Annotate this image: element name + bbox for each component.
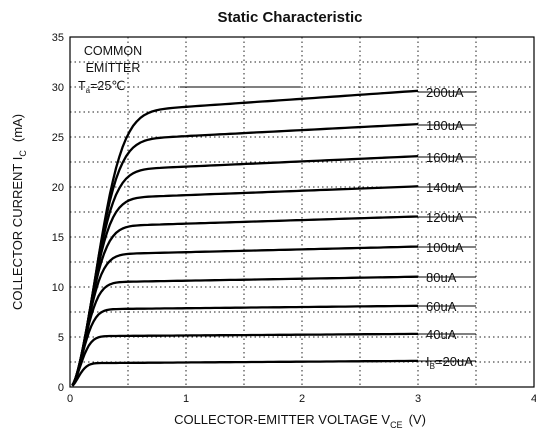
curve-label-40uA: 40uA	[426, 327, 457, 342]
x-tick-label: 1	[183, 393, 189, 405]
x-tick-label: 2	[299, 393, 305, 405]
curve-label-120uA: 120uA	[426, 210, 464, 225]
curve-label-100uA: 100uA	[426, 240, 464, 255]
x-tick-label: 0	[67, 393, 73, 405]
curve-ib-40uA	[71, 332, 418, 387]
curve-ib-80uA	[71, 275, 419, 386]
x-tick-label: 4	[531, 393, 536, 405]
curve-labels: IB=20uA 40uA 60uA 80uA 100uA 120uA 140uA 160uA 1…	[418, 85, 476, 371]
grid	[70, 37, 534, 387]
curve-ib-20uA	[71, 359, 418, 387]
y-axis-label: COLLECTOR CURRENT IC(mA)	[10, 114, 28, 310]
annotation-temperature: Ta=25℃	[78, 79, 125, 95]
curve-ib-100uA	[71, 245, 419, 386]
y-tick-label: 15	[52, 232, 64, 244]
y-tick-label: 0	[58, 382, 64, 394]
x-axis-label: COLLECTOR-EMITTER VOLTAGE VCE (V)	[174, 412, 426, 430]
curve-label-200uA: 200uA	[426, 85, 464, 100]
y-tick-label: 5	[58, 332, 64, 344]
y-tick-label: 25	[52, 132, 64, 144]
annotation-line2: EMITTER	[86, 61, 141, 75]
y-tick-label: 30	[52, 82, 64, 94]
y-tick-label: 35	[52, 32, 64, 44]
curve-ib-60uA	[71, 304, 419, 386]
curve-label-60uA: 60uA	[426, 299, 457, 314]
y-tick-label: 10	[52, 282, 64, 294]
annotation: COMMON EMITTER Ta=25℃	[78, 44, 142, 95]
curve-label-80uA: 80uA	[426, 270, 457, 285]
chart-title: Static Characteristic	[217, 9, 362, 26]
curve-label-160uA: 160uA	[426, 150, 464, 165]
curve-label-20uA: IB=20uA	[426, 354, 473, 371]
x-tick-label: 3	[415, 393, 421, 405]
curve-label-140uA: 140uA	[426, 180, 464, 195]
curve-ib-160uA	[71, 155, 419, 387]
curve-ib-140uA	[71, 185, 419, 387]
curves	[71, 89, 419, 387]
y-tick-label: 20	[52, 182, 64, 194]
curve-ib-200uA	[71, 89, 419, 387]
annotation-line1: COMMON	[84, 44, 142, 58]
tick-labels: 0 1 2 3 4 0 5 10 15 20 25 30 35	[52, 32, 536, 405]
curve-ib-120uA	[71, 215, 419, 386]
curve-label-180uA: 180uA	[426, 118, 464, 133]
plot-frame	[69, 36, 535, 388]
